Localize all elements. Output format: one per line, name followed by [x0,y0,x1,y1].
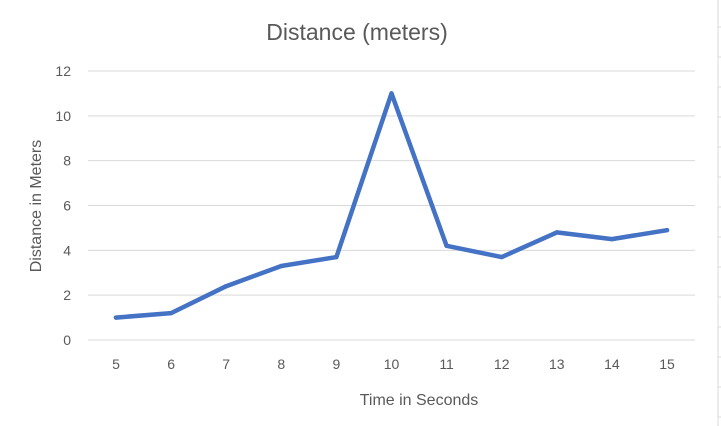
data-point [554,230,559,235]
x-axis-tick-labels: 5 6 7 8 9 10 11 12 13 14 15 [112,356,675,372]
x-tick-label: 5 [112,356,120,372]
chart-title: Distance (meters) [266,19,447,45]
x-axis-title: Time in Seconds [360,392,479,409]
data-point [444,243,449,249]
series-layer [113,91,670,320]
y-tick-label: 6 [63,198,71,214]
y-tick-label: 0 [63,332,71,348]
y-tick-label: 2 [63,287,71,303]
x-tick-label: 15 [659,356,675,372]
data-point [499,254,504,260]
x-tick-label: 11 [439,356,454,372]
gridlines [88,70,695,341]
x-tick-label: 14 [604,356,620,372]
y-tick-label: 8 [63,153,71,169]
x-tick-label: 6 [167,356,175,372]
x-tick-label: 10 [384,356,400,372]
y-tick-label: 12 [55,63,71,79]
data-point [168,310,174,316]
data-point [609,236,615,242]
y-tick-label: 10 [55,108,71,124]
data-point [113,315,119,320]
data-point [664,227,670,233]
data-point [279,263,284,269]
x-tick-label: 12 [494,356,510,372]
data-point [224,284,229,289]
data-point [389,91,394,96]
y-tick-label: 4 [63,242,71,258]
y-axis-title: Distance in Meters [28,140,45,273]
y-axis-tick-labels: 0 2 4 6 8 10 12 [55,63,71,348]
data-point [334,254,339,260]
x-tick-label: 9 [333,356,341,372]
x-tick-label: 7 [222,356,230,372]
x-tick-label: 13 [549,356,565,372]
x-tick-label: 8 [277,356,285,372]
